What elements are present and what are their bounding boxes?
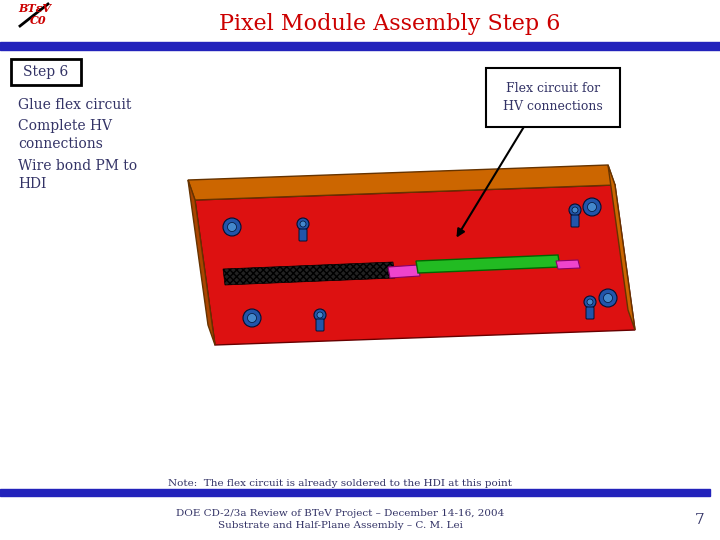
Circle shape [297,218,309,230]
Text: Note:  The flex circuit is already soldered to the HDI at this point: Note: The flex circuit is already solder… [168,478,512,488]
FancyBboxPatch shape [586,307,594,319]
Circle shape [587,299,593,305]
Text: Wire bond PM to
HDI: Wire bond PM to HDI [18,159,137,191]
Text: Flex circuit for
HV connections: Flex circuit for HV connections [503,82,603,112]
Circle shape [243,309,261,327]
Text: Pixel Module Assembly Step 6: Pixel Module Assembly Step 6 [220,13,561,35]
Polygon shape [195,185,635,345]
FancyBboxPatch shape [316,319,324,331]
Polygon shape [188,165,615,200]
FancyBboxPatch shape [299,229,307,241]
Circle shape [314,309,326,321]
Polygon shape [223,262,395,285]
Polygon shape [416,255,560,273]
Text: Substrate and Half-Plane Assembly – C. M. Lei: Substrate and Half-Plane Assembly – C. M… [217,522,462,530]
Circle shape [317,312,323,318]
Circle shape [583,198,601,216]
Circle shape [300,221,306,227]
Circle shape [569,204,581,216]
Text: C0: C0 [30,16,47,26]
Circle shape [248,314,256,322]
Circle shape [228,222,236,232]
Polygon shape [188,180,215,345]
Circle shape [588,202,596,212]
Circle shape [572,207,578,213]
Bar [0,489,710,496]
Polygon shape [556,260,580,269]
Text: Glue flex circuit: Glue flex circuit [18,98,131,112]
FancyBboxPatch shape [486,68,620,127]
Polygon shape [608,165,635,330]
Polygon shape [388,265,420,278]
Bar [0,42,720,50]
Circle shape [599,289,617,307]
Circle shape [603,294,613,302]
Text: 7: 7 [696,513,705,527]
Text: Complete HV
connections: Complete HV connections [18,119,112,151]
FancyBboxPatch shape [11,59,81,85]
FancyBboxPatch shape [571,215,579,227]
Text: DOE CD-2/3a Review of BTeV Project – December 14-16, 2004: DOE CD-2/3a Review of BTeV Project – Dec… [176,509,504,517]
Text: Step 6: Step 6 [23,65,68,79]
Circle shape [584,296,596,308]
Circle shape [223,218,241,236]
Text: BTεV: BTεV [18,3,51,14]
